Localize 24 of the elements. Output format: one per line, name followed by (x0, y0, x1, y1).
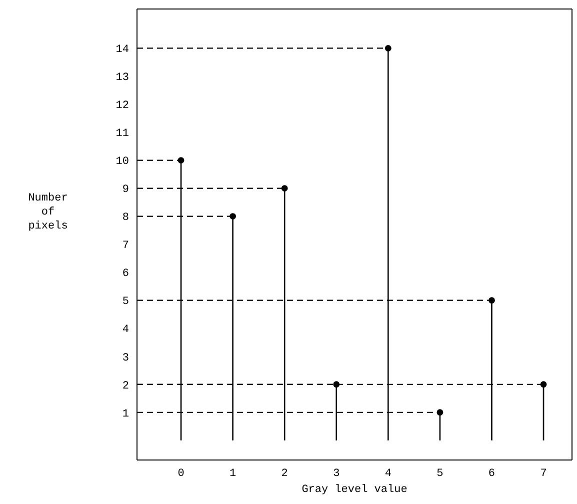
x-axis-title: Gray level value (302, 484, 408, 496)
y-tick-label: 1 (122, 408, 130, 420)
x-tick-label: 0 (178, 468, 184, 480)
y-tick-label: 7 (122, 240, 129, 252)
y-tick-label: 5 (122, 296, 129, 308)
y-tick-label: 4 (122, 324, 130, 336)
y-tick-label: 14 (116, 44, 130, 56)
y-axis-title: Number of pixels (28, 192, 68, 232)
y-tick-label: 10 (116, 156, 129, 168)
y-tick-label: 2 (122, 380, 129, 392)
y-tick-label: 8 (122, 212, 129, 224)
x-tick-label: 6 (488, 468, 496, 480)
y-tick-label: 9 (122, 184, 129, 196)
x-tick-label: 3 (333, 468, 340, 480)
y-tick-label: 3 (122, 352, 129, 364)
y-tick-label: 12 (116, 100, 129, 112)
x-tick-label: 4 (384, 468, 392, 480)
x-tick-label: 7 (540, 468, 547, 480)
y-tick-label: 11 (116, 128, 130, 140)
y-tick-label: 13 (116, 72, 129, 84)
x-tick-label: 2 (281, 468, 288, 480)
x-tick-label: 1 (230, 468, 236, 480)
y-tick-label: 6 (122, 268, 129, 280)
x-tick-label: 5 (436, 468, 444, 480)
